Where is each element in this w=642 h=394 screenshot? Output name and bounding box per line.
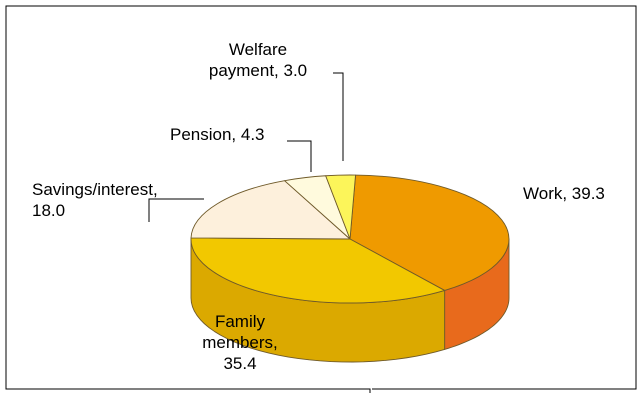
data-label-work: Work, 39.3: [523, 184, 605, 203]
leader-savings-interest: [148, 198, 204, 222]
pie-slice-welfare-payment: [325, 174, 356, 240]
pie-slices: [190, 174, 510, 304]
leader-welfare-payment: [333, 72, 344, 161]
data-label-family-members: Family members, 35.4: [202, 312, 278, 373]
pie-slice-savings-interest: [190, 180, 351, 240]
chart-frame: [5, 5, 637, 393]
leader-pension: [287, 140, 312, 172]
data-label-pension: Pension, 4.3: [170, 125, 265, 144]
data-label-welfare-payment: Welfare payment, 3.0: [209, 40, 307, 80]
label-leaders: [148, 72, 344, 222]
data-labels: Work, 39.3 Family members, 35.4 Savings/inte…: [32, 40, 605, 373]
data-label-savings-interest: Savings/interest, 18.0: [32, 180, 158, 220]
pie-slice-work: [349, 174, 510, 291]
pie-slice-family-members: [190, 237, 446, 304]
